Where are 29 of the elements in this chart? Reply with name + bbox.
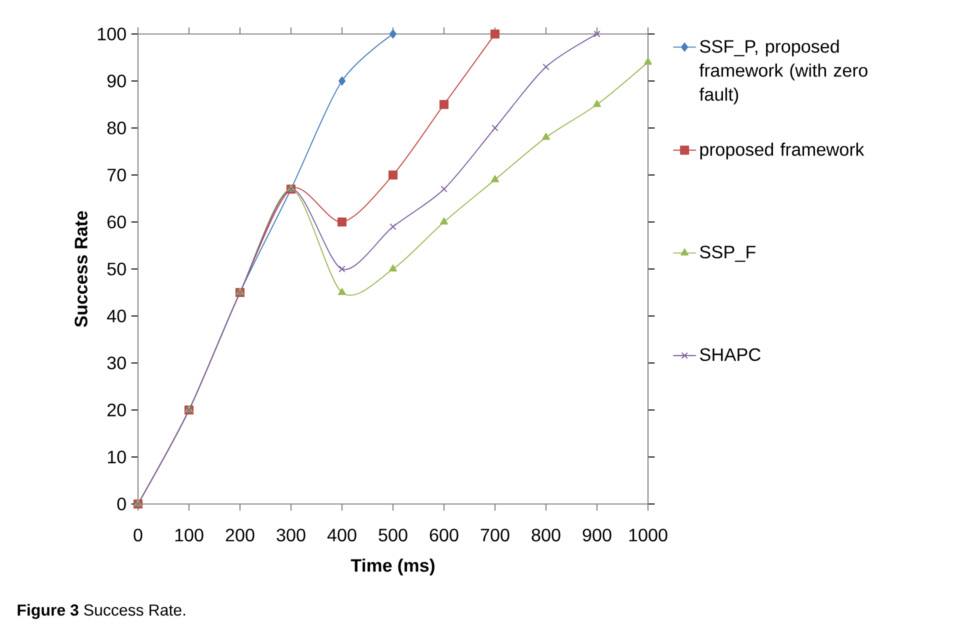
y-tick-label: 70 xyxy=(108,168,126,182)
x-tick-label: 200 xyxy=(226,528,254,542)
y-tick-label: 0 xyxy=(117,498,126,510)
legend-label: proposed framework xyxy=(700,142,864,160)
y-tick-label: 60 xyxy=(108,216,126,228)
y-axis-title: Success Rate xyxy=(74,211,88,328)
legend-label: SHAPC xyxy=(700,348,760,361)
y-tick-label: 90 xyxy=(107,74,126,88)
x-tick-label: 900 xyxy=(582,528,612,542)
legend-label: SSF_P, proposed framework (with zero fault) xyxy=(699,40,868,104)
text: Figure 3 Success Rate. xyxy=(18,604,186,619)
x-tick-label: 0 xyxy=(134,528,142,542)
y-tick-label: 30 xyxy=(107,356,126,370)
y-tick-label: 50 xyxy=(107,262,126,276)
x-tick-label: 100 xyxy=(175,528,204,542)
y-tick-label: 20 xyxy=(108,404,126,416)
y-tick-label: 80 xyxy=(107,122,126,134)
x-tick-label: 400 xyxy=(327,528,356,542)
y-tick-label: 40 xyxy=(107,310,126,322)
y-tick-label: 10 xyxy=(108,450,126,464)
x-tick-label: 300 xyxy=(276,528,306,542)
x-tick-label: 1000 xyxy=(629,528,668,542)
x-axis-title: Time (ms) xyxy=(350,558,434,576)
x-tick-label: 700 xyxy=(480,528,510,542)
legend-label: SSP_F xyxy=(700,246,756,262)
y-tick-label: 100 xyxy=(98,28,126,40)
x-tick-label: 500 xyxy=(378,528,408,542)
x-tick-label: 600 xyxy=(430,528,458,542)
x-tick-label: 800 xyxy=(532,528,560,542)
